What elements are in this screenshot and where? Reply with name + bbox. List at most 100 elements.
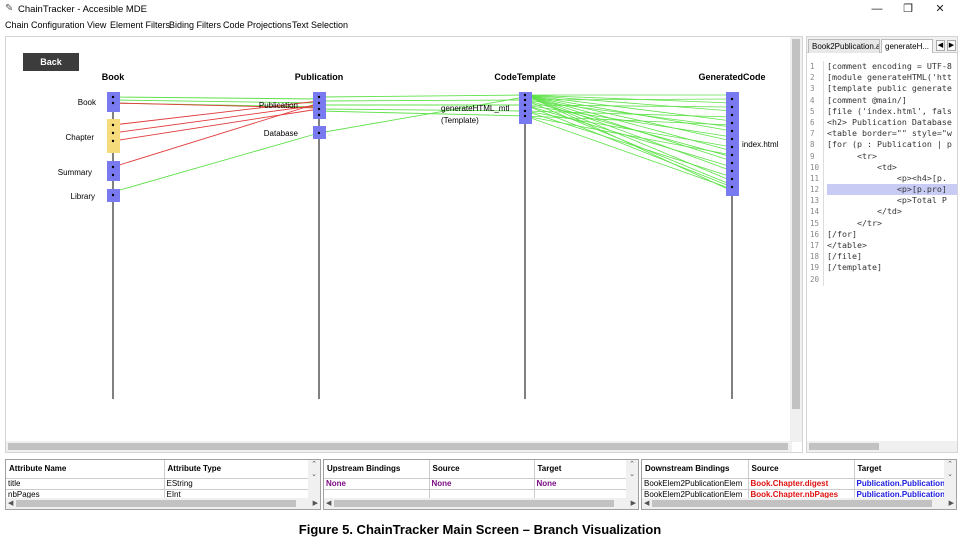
scroll-left-icon[interactable]: ◀ — [644, 500, 650, 507]
menu-text-selection[interactable]: Text Selection — [292, 20, 349, 30]
line-number: 18 — [810, 252, 820, 262]
menu-bar: Chain Configuration View Element Filters… — [0, 18, 960, 32]
code-line[interactable]: 3 [template public generate — [807, 83, 957, 94]
header-downstream-source[interactable]: Source — [748, 460, 855, 479]
upstream-horizontal-scrollbar[interactable]: ◀ ▶ — [324, 498, 638, 509]
label-library: Library — [71, 192, 95, 201]
downstream-vertical-scrollbar[interactable]: ⌃ ⌄ — [944, 460, 956, 498]
code-line[interactable]: 5 [file ('index.html', fals — [807, 106, 957, 117]
line-number: 16 — [810, 229, 820, 239]
window-title: ChainTracker - Accesible MDE — [18, 4, 147, 15]
scroll-right-icon[interactable]: ▶ — [948, 500, 954, 507]
code-line[interactable]: 14 </td> — [807, 206, 957, 217]
scroll-right-icon[interactable]: ▶ — [630, 500, 636, 507]
code-line[interactable]: 11 <p><h4>[p. — [807, 173, 957, 184]
menu-code-projections[interactable]: Code Projections — [223, 20, 292, 30]
editor-tabs: Book2Publication.atl generateH... ◀ ▶ — [807, 37, 957, 53]
scroll-thumb[interactable] — [652, 500, 932, 507]
code-line[interactable]: 10 <td> — [807, 161, 957, 173]
figure-caption: Figure 5. ChainTracker Main Screen – Bra… — [298, 522, 662, 537]
code-line-text: [/file] — [827, 251, 862, 262]
header-upstream-bindings[interactable]: Upstream Bindings — [324, 460, 430, 479]
canvas-vertical-scrollbar[interactable] — [790, 37, 802, 442]
header-attribute-type[interactable]: Attribute Type — [164, 460, 310, 479]
tab-generatehtml[interactable]: generateH... — [881, 39, 933, 53]
back-button[interactable]: Back — [23, 53, 79, 71]
menu-chain-configuration[interactable]: Chain Configuration — [5, 20, 85, 30]
table-row[interactable]: title EString — [6, 478, 310, 490]
line-number: 15 — [810, 218, 820, 228]
canvas-horizontal-scrollbar[interactable] — [6, 441, 792, 452]
line-number: 1 — [810, 62, 815, 71]
scroll-left-icon[interactable]: ◀ — [8, 500, 14, 507]
code-line[interactable]: 13 <p>Total P — [807, 195, 957, 206]
attribute-table-pane: Attribute Name Attribute Type title EStr… — [5, 459, 321, 510]
scroll-thumb[interactable] — [334, 500, 614, 507]
code-line-text: <td> — [827, 161, 897, 172]
code-line[interactable]: 16 [/for] — [807, 229, 957, 240]
header-downstream-target[interactable]: Target — [854, 460, 946, 479]
code-line[interactable]: 12 <p>[p.pro] — [807, 184, 957, 196]
scroll-thumb[interactable] — [792, 39, 800, 409]
downstream-table-pane: Downstream Bindings Source Target BookEl… — [641, 459, 957, 510]
header-upstream-target[interactable]: Target — [534, 460, 628, 479]
chain-graph: Book Publication CodeTemplate GeneratedC… — [58, 72, 779, 399]
code-editor[interactable]: Book2Publication.atl generateH... ◀ ▶ 1 [… — [806, 36, 958, 453]
column-title-publication: Publication — [295, 72, 344, 82]
column-title-codetemplate: CodeTemplate — [494, 72, 555, 82]
code-line[interactable]: 18 [/file] — [807, 251, 957, 262]
scroll-left-icon[interactable]: ◀ — [326, 500, 332, 507]
code-line[interactable]: 6 <h2> Publication Database — [807, 117, 957, 128]
tab-scroll-right-icon[interactable]: ▶ — [947, 40, 956, 51]
code-line[interactable]: 15 </tr> — [807, 218, 957, 229]
code-line[interactable]: 7 <table border="" style="w — [807, 128, 957, 139]
label-index-html: index.html — [742, 140, 779, 149]
table-row[interactable]: BookElem2PublicationElem Book.Chapter.di… — [642, 478, 946, 490]
scroll-thumb[interactable] — [809, 443, 879, 450]
column-title-book: Book — [102, 72, 125, 82]
node-publication — [313, 92, 326, 119]
line-number: 20 — [810, 274, 820, 284]
menu-view[interactable]: View — [87, 20, 107, 30]
attribute-type-cell: EString — [164, 478, 310, 490]
upstream-binding-cell: None — [324, 478, 430, 490]
scroll-right-icon[interactable]: ▶ — [312, 500, 318, 507]
code-line-text: [comment encoding = UTF-8 — [827, 61, 952, 71]
attribute-horizontal-scrollbar[interactable]: ◀ ▶ — [6, 498, 320, 509]
maximize-icon[interactable]: ❐ — [903, 3, 913, 15]
header-attribute-name[interactable]: Attribute Name — [6, 460, 165, 479]
code-line-text: [module generateHTML('htt — [827, 72, 952, 83]
downstream-horizontal-scrollbar[interactable]: ◀ ▶ — [642, 498, 956, 509]
menu-biding-filters[interactable]: Biding Filters — [169, 20, 222, 30]
editor-horizontal-scrollbar[interactable] — [807, 441, 957, 452]
code-line[interactable]: 1 [comment encoding = UTF-8 — [807, 61, 957, 72]
app-icon: ✎ — [5, 3, 14, 14]
tab-scroll-left-icon[interactable]: ◀ — [936, 40, 945, 51]
code-line[interactable]: 8 [for (p : Publication | p — [807, 139, 957, 150]
code-line[interactable]: 4 [comment @main/] — [807, 95, 957, 106]
code-line[interactable]: 2 [module generateHTML('htt — [807, 72, 957, 83]
menu-element-filters[interactable]: Element Filters — [110, 20, 171, 30]
tab-book2publication[interactable]: Book2Publication.atl — [808, 39, 880, 53]
scroll-thumb[interactable] — [16, 500, 296, 507]
code-line[interactable]: 9 <tr> — [807, 151, 957, 162]
minimize-icon[interactable]: — — [871, 3, 883, 15]
line-number: 8 — [810, 140, 815, 150]
code-line[interactable]: 20 — [807, 274, 957, 285]
title-bar: ✎ ChainTracker - Accesible MDE — ❐ ✕ — [0, 0, 960, 18]
close-icon[interactable]: ✕ — [935, 3, 945, 15]
downstream-table: Downstream Bindings Source Target BookEl… — [642, 460, 946, 501]
code-line[interactable]: 17 </table> — [807, 240, 957, 251]
generation-links — [524, 94, 733, 192]
code-text[interactable]: 1 [comment encoding = UTF-8 2 [module gener… — [807, 61, 957, 285]
code-line[interactable]: 19 [/template] — [807, 262, 957, 273]
branch-visualization-canvas[interactable]: Back — [5, 36, 803, 453]
upstream-vertical-scrollbar[interactable]: ⌃ ⌄ — [626, 460, 638, 498]
header-upstream-source[interactable]: Source — [429, 460, 535, 479]
line-number: 11 — [810, 173, 820, 183]
table-row[interactable]: None None None — [324, 478, 628, 490]
attribute-vertical-scrollbar[interactable]: ⌃ ⌄ — [308, 460, 320, 498]
line-number: 5 — [810, 106, 815, 116]
header-downstream-bindings[interactable]: Downstream Bindings — [642, 460, 749, 479]
scroll-thumb[interactable] — [8, 443, 788, 450]
